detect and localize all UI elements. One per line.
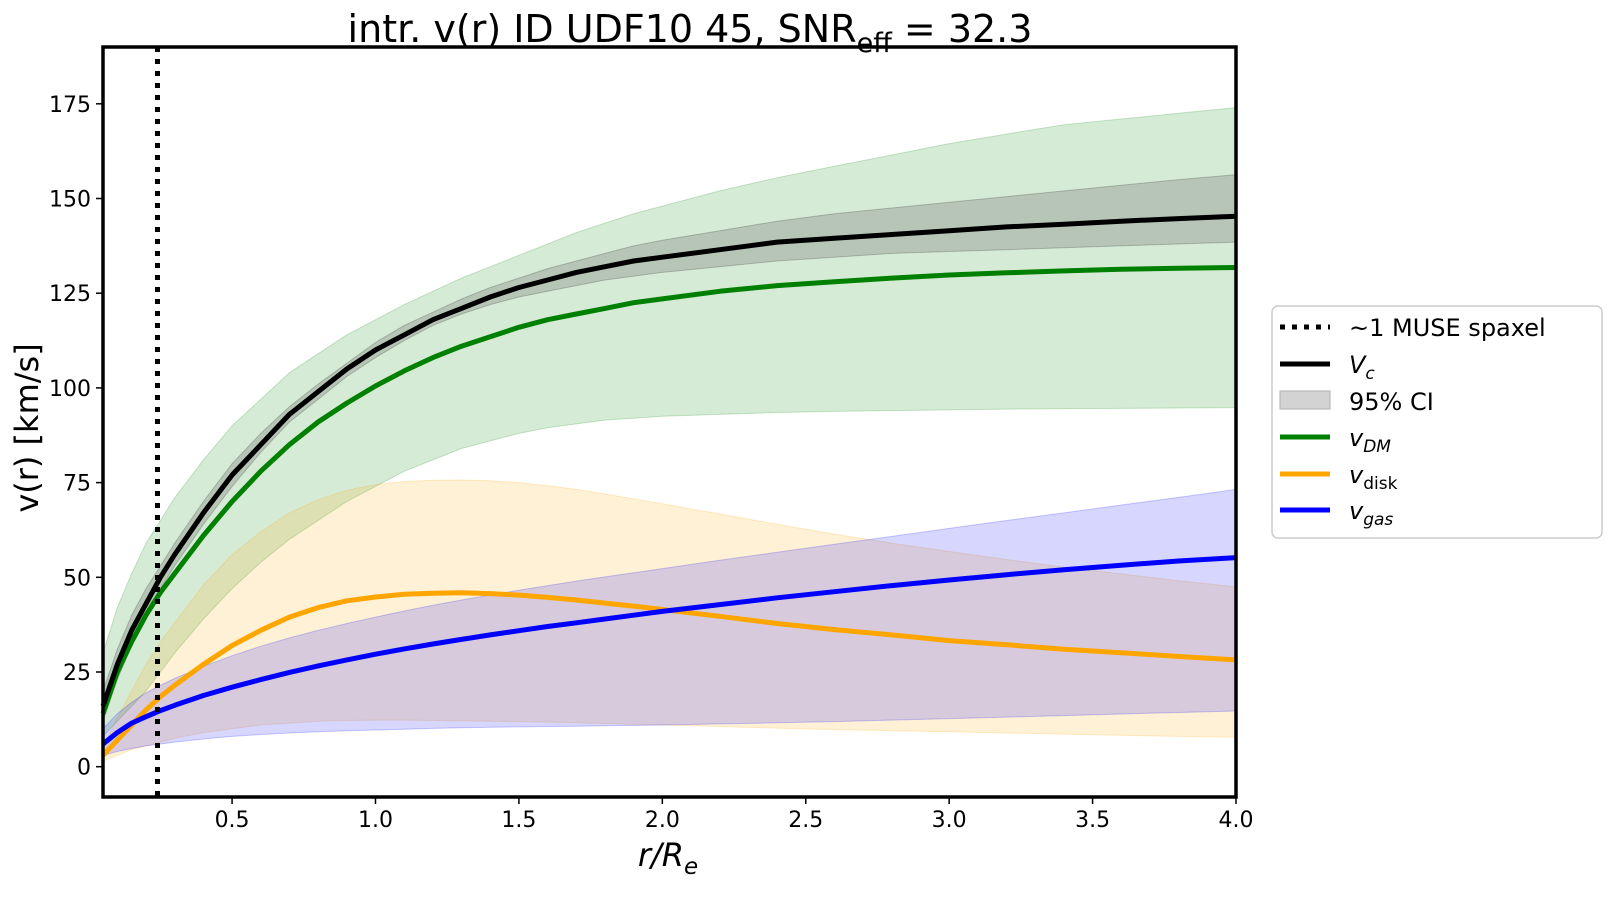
chart-title-subscript: eff — [857, 28, 894, 59]
x-tick-label: 3.5 — [1075, 808, 1110, 833]
line-v-disk — [101, 590, 1237, 758]
line-v-dm — [100, 265, 1237, 715]
chart-title-main: intr. v(r) ID UDF10 45, SNR — [348, 7, 857, 51]
legend: ~1 MUSE spaxel Vc 95% CI vDM vdisk vgas — [1271, 305, 1603, 539]
legend-label-vc: Vc — [1349, 351, 1375, 384]
x-axis-label: r/Re — [638, 836, 698, 880]
y-tick-label: 0 — [77, 756, 91, 781]
chart-title-tail: = 32.3 — [892, 7, 1033, 51]
legend-label-vdm-main: v — [1349, 424, 1364, 452]
legend-label-vdm: vDM — [1349, 424, 1391, 457]
legend-label-vgas-main: v — [1349, 497, 1364, 525]
y-tick-label: 25 — [63, 661, 91, 686]
y-tick-label: 75 — [63, 472, 91, 497]
legend-label-vgas-subscript: gas — [1363, 510, 1393, 530]
x-tick-label: 3.0 — [932, 808, 967, 833]
legend-frame — [1271, 305, 1603, 539]
legend-marker-ci — [1279, 390, 1331, 410]
y-tick-label: 50 — [63, 566, 91, 591]
x-tick-label: 1.5 — [501, 808, 536, 833]
y-tick-label: 175 — [49, 93, 91, 118]
line-v-c — [100, 213, 1237, 707]
legend-label-vgas: vgas — [1349, 497, 1393, 530]
legend-label-vc-main: V — [1349, 351, 1367, 379]
legend-label-ci: 95% CI — [1349, 388, 1434, 416]
x-tick-label: 1.0 — [358, 808, 393, 833]
plot-frame — [101, 45, 1238, 799]
x-axis-label-subscript: e — [684, 854, 698, 880]
x-axis-ticks: 0.5 1.0 1.5 2.0 2.5 3.0 3.5 4.0 — [215, 797, 1254, 833]
legend-label-muse-spaxel: ~1 MUSE spaxel — [1349, 314, 1546, 342]
y-tick-label: 150 — [49, 188, 91, 213]
x-axis-label-main: r/R — [638, 836, 684, 874]
y-tick-label: 125 — [49, 282, 91, 307]
x-tick-label: 4.0 — [1219, 808, 1254, 833]
legend-label-vdisk-main: v — [1349, 461, 1364, 489]
line-v-gas — [101, 555, 1237, 746]
y-tick-label: 100 — [49, 377, 91, 402]
y-axis-ticks: 0 25 50 75 100 125 150 175 — [49, 93, 103, 781]
legend-label-vc-subscript: c — [1365, 364, 1375, 384]
legend-label-vdisk: vdisk — [1349, 461, 1398, 494]
x-tick-label: 0.5 — [215, 808, 250, 833]
chart-title: intr. v(r) ID UDF10 45, SNReff = 32.3 — [348, 7, 1033, 59]
series-curves — [100, 213, 1237, 758]
legend-label-vdisk-subscript: disk — [1363, 474, 1397, 494]
legend-label-vdm-subscript: DM — [1363, 437, 1391, 457]
confidence-bands — [102, 107, 1237, 762]
y-axis-label: v(r) [km/s] — [8, 343, 46, 512]
x-tick-label: 2.5 — [788, 808, 823, 833]
x-tick-label: 2.0 — [645, 808, 680, 833]
